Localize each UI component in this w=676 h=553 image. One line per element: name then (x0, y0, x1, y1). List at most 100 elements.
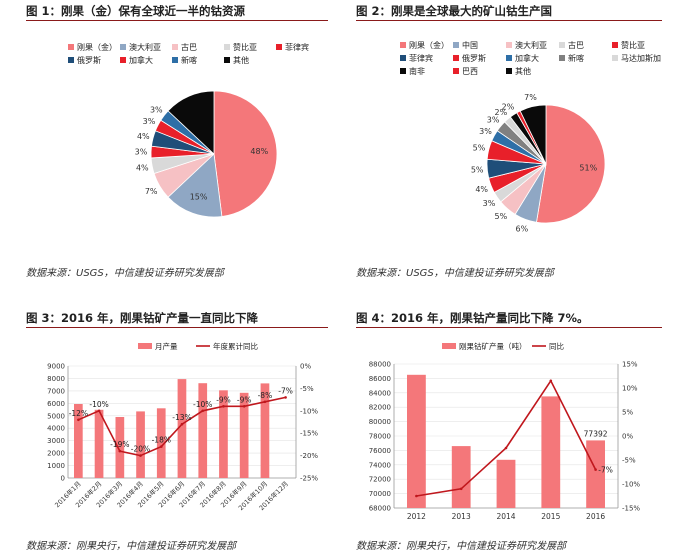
y-left-tick-0: 0 (61, 475, 65, 483)
line-point-0 (415, 494, 418, 498)
panel-figure-3: 图 3：2016 年，刚果钴矿产量一直同比下降 月产量 年度累计同比 0 1000 20… (26, 309, 328, 553)
y-left-tick-10: 88000 (369, 361, 391, 369)
legend-swatch-7 (172, 57, 178, 63)
line-point-5 (180, 422, 184, 426)
line-data-label-5: -13% (172, 413, 191, 422)
x-tick-1: 2013 (452, 512, 471, 521)
legend-swatch-11 (453, 68, 459, 74)
y-right-tick-0: 15% (622, 361, 638, 369)
panel-figure-1: 图 1：刚果（金）保有全球近一半的钴资源 刚果（金） 澳大利亚 古巴 赞比亚 菲律宾 俄罗… (26, 2, 328, 290)
legend-swatch-1 (120, 44, 126, 50)
legend-label-10: 南非 (409, 66, 425, 76)
legend-swatch-10 (400, 68, 406, 74)
legend-swatch-4 (612, 42, 618, 48)
legend-label-4: 菲律宾 (285, 42, 309, 52)
figure-2-title: 图 2：刚果是全球最大的矿山钴生产国 (356, 2, 662, 21)
pie-data-label-6: 3% (143, 117, 156, 126)
x-tick-3: 2015 (541, 512, 560, 521)
figure-2-source: 数据来源：USGS，中信建投证券研究发展部 (356, 268, 554, 279)
pie-data-label-3: 4% (136, 164, 149, 173)
bar-4 (156, 408, 166, 478)
y-right-tick-4: -20% (300, 452, 318, 460)
figure-3-title: 图 3：2016 年，刚果钴矿产量一直同比下降 (26, 309, 328, 328)
panel-figure-4: 图 4：2016 年，刚果钴产量同比下降 7%。 刚果钴矿产量（吨） 同比 6800… (356, 309, 662, 553)
y-left-tick-9: 9000 (47, 363, 65, 371)
line-data-label-1: -10% (89, 400, 108, 409)
y-right-tick-1: -5% (300, 385, 314, 393)
legend-swatch-3 (224, 44, 230, 50)
pie-data-label-7: 3% (479, 127, 492, 136)
y-left-tick-7: 82000 (369, 404, 391, 412)
line-data-label-8: -9% (237, 395, 252, 404)
y-right-tick-1: 10% (622, 385, 638, 393)
line-point-8 (242, 405, 246, 408)
figure-1-source: 数据来源：USGS，中信建投证券研究发展部 (26, 268, 224, 279)
legend-label-7: 加拿大 (515, 53, 539, 63)
figure-4-combo-chart: 刚果钴矿产量（吨） 同比 68000 70000 72000 74000 76000 7800… (369, 341, 641, 521)
figure-4-source: 数据来源：刚果央行，中信建投证券研究发展部 (356, 541, 566, 552)
y-right-tick-2: -10% (300, 407, 318, 415)
bar-9 (260, 383, 270, 478)
bar-6 (198, 383, 208, 478)
pie-data-label-2: 7% (145, 187, 158, 196)
legend-swatch-0 (400, 42, 406, 48)
legend-swatch-1 (453, 42, 459, 48)
bar-2 (496, 459, 516, 508)
line-point-7 (222, 405, 225, 408)
legend-swatch-3 (559, 42, 565, 48)
pie-data-label-0: 48% (250, 147, 268, 156)
legend-swatch-4 (276, 44, 282, 50)
legend-label-2: 澳大利亚 (515, 40, 547, 50)
legend-swatch-6 (453, 55, 459, 61)
y-left-tick-1: 70000 (369, 490, 391, 498)
legend-swatch-bar (138, 343, 152, 349)
figure-3-source: 数据来源：刚果央行，中信建投证券研究发展部 (26, 541, 236, 552)
legend-label-9: 马达加斯加 (621, 53, 661, 63)
panel-figure-2: 图 2：刚果是全球最大的矿山钴生产国 刚果（金） 中国 澳大利亚 古巴 赞比亚 菲律宾 俄罗… (356, 2, 662, 290)
legend-swatch-6 (120, 57, 126, 63)
y-left-tick-1: 1000 (47, 462, 65, 470)
x-tick-0: 2012 (407, 512, 426, 521)
pie-data-label-4: 4% (475, 185, 488, 194)
line-point-4 (594, 468, 597, 471)
pie-slice-8 (167, 90, 215, 155)
line-point-1 (97, 409, 101, 413)
bar-5 (177, 379, 187, 478)
figure-4-title: 图 4：2016 年，刚果钴产量同比下降 7%。 (356, 309, 662, 328)
line-point-2 (118, 449, 122, 453)
y-right-tick-4: -5% (622, 457, 636, 465)
legend-swatch-7 (506, 55, 512, 61)
y-left-tick-8: 8000 (47, 375, 65, 383)
bar-4 (586, 440, 605, 508)
legend-swatch-2 (172, 44, 178, 50)
figure-3-combo-chart: 月产量 年度累计同比 0 1000 2000 3000 4000 5000 6000 7000 80… (47, 341, 318, 512)
line-data-label-10: -7% (278, 386, 293, 395)
y-right-tick-3: 0% (622, 433, 633, 441)
legend-swatch-5 (400, 55, 406, 61)
y-left-tick-2: 72000 (369, 476, 391, 484)
legend-label-7: 新喀 (181, 55, 197, 65)
pie-slice-1 (167, 153, 223, 218)
y-right-tick-2: 5% (622, 409, 633, 417)
x-tick-4: 2016 (586, 512, 605, 521)
bar-2 (115, 417, 125, 478)
pie-data-label-2: 5% (495, 212, 508, 221)
pie-data-label-7: 3% (150, 105, 163, 114)
pie-data-label-6: 5% (473, 143, 486, 152)
legend-label-4: 赞比亚 (621, 40, 645, 50)
legend-label-12: 其他 (515, 66, 531, 76)
y-left-tick-3: 3000 (47, 437, 65, 445)
legend-label-6: 俄罗斯 (462, 53, 486, 63)
y-right-tick-5: -10% (622, 481, 640, 489)
line-point-1 (459, 487, 463, 491)
y-left-tick-9: 86000 (369, 375, 391, 383)
y-right-tick-3: -15% (300, 430, 318, 438)
line-point-6 (201, 409, 204, 413)
legend-label-5: 菲律宾 (409, 53, 433, 63)
bar-3 (541, 396, 561, 508)
bar-7 (219, 390, 228, 478)
pie-data-label-12: 7% (524, 93, 537, 102)
pie-data-label-0: 51% (579, 163, 597, 172)
legend-label-0: 刚果（金） (77, 42, 117, 52)
